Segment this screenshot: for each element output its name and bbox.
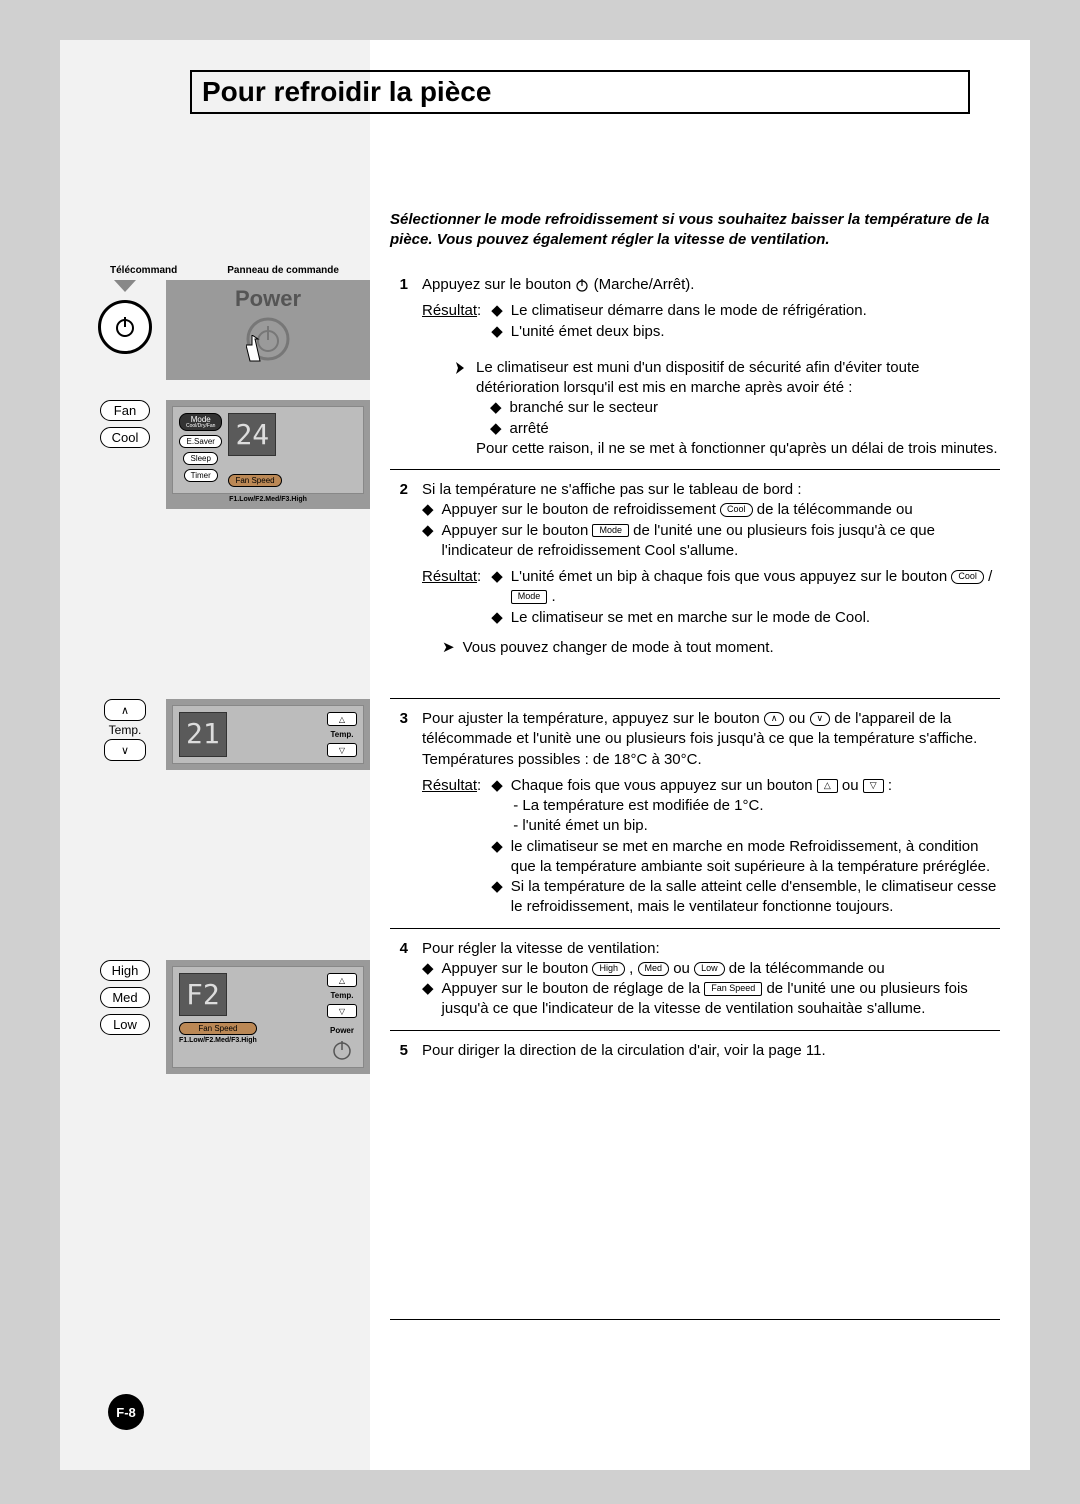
panel-row-fanspeed: High Med Low F2 Fan Speed F1.Low/F2.Med/… [90, 960, 370, 1074]
step-1: 1 Appuyez sur le bouton (Marche/Arrêt). … [390, 265, 1000, 469]
mode-pill-inline: Mode [592, 524, 629, 538]
panel-temp-label: Temp. [331, 730, 354, 739]
panel-power-icon [245, 316, 291, 362]
panel-power-icon-2 [331, 1039, 353, 1061]
cool-button: Cool [100, 427, 150, 448]
fan-button: Fan [100, 400, 150, 421]
high-button: High [100, 960, 150, 981]
panel-up: △ [327, 973, 357, 987]
temp-label: Temp. [109, 723, 142, 737]
panel-row-power: Power [90, 280, 370, 380]
cool-pill-inline: Cool [720, 503, 753, 517]
panel-temp-up: △ [327, 712, 357, 726]
power-title: Power [172, 286, 364, 312]
panel-label: Panneau de commande [227, 265, 339, 276]
step-2: 2 Si la température ne s'affiche pas sur… [390, 469, 1000, 668]
fan-caption-2: F1.Low/F2.Med/F3.High [179, 1037, 257, 1044]
sidebar-illustrations: Télécommand Panneau de commande Power [90, 265, 370, 1254]
temp-up-button: ∧ [104, 699, 146, 721]
temp-display-21: 21 [179, 712, 227, 757]
fan-caption: F1.Low/F2.Med/F3.High [172, 496, 364, 503]
timer-button: Timer [184, 469, 218, 482]
bottom-rule [390, 1319, 1000, 1320]
power-icon [113, 315, 137, 339]
down-arrow-inline: ∨ [810, 712, 831, 726]
panel-row-temp: ∧ Temp. ∨ 21 △ Temp. ▽ [90, 699, 370, 770]
page-title: Pour refroidir la pièce [202, 76, 491, 107]
intro-text: Sélectionner le mode refroidissement si … [390, 210, 1000, 249]
temp-down-button: ∨ [104, 739, 146, 761]
fan-display-f2: F2 [179, 973, 227, 1016]
fanspeed-button: Fan Speed [228, 474, 281, 487]
esaver-button: E.Saver [179, 435, 221, 448]
sleep-button: Sleep [183, 452, 217, 465]
temp-display-24: 24 [228, 413, 276, 456]
page-title-box: Pour refroidir la pièce [190, 70, 970, 114]
remote-label: Télécommand [110, 265, 177, 276]
mode-button: Mode Cool/Dry/Fan [179, 413, 222, 431]
step-4: 4 Pour régler la vitesse de ventilation:… [390, 928, 1000, 1030]
arrow-icon: ➤ [442, 638, 455, 658]
remote-power-button [98, 300, 152, 354]
step-5: 5 Pour diriger la direction de la circul… [390, 1030, 1000, 1071]
panel-temp-down: ▽ [327, 743, 357, 757]
power-icon-inline [575, 278, 589, 292]
panel-down: ▽ [327, 1004, 357, 1018]
hand-point-icon [442, 358, 468, 459]
fanspeed-button-2: Fan Speed [179, 1022, 257, 1035]
med-button: Med [100, 987, 150, 1008]
steps-list: 1 Appuyez sur le bouton (Marche/Arrêt). … [390, 265, 1000, 1071]
low-button: Low [100, 1014, 150, 1035]
up-arrow-inline: ∧ [764, 712, 785, 726]
step-3: 3 Pour ajuster la température, appuyez s… [390, 698, 1000, 928]
chevron-down-icon [114, 280, 136, 294]
page-number: F-8 [108, 1394, 144, 1430]
panel-row-mode: Fan Cool Mode Cool/Dry/Fan E.Saver Sleep… [90, 400, 370, 509]
